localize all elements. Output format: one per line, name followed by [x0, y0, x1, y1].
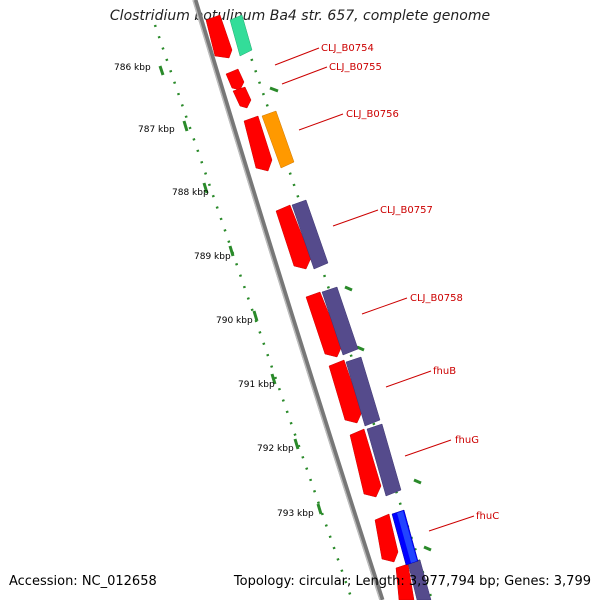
- tick-788: [202, 182, 209, 194]
- kbp-ticks: [158, 65, 432, 552]
- accession-text: Accession: NC_012658: [9, 574, 157, 589]
- tick-793: [316, 503, 323, 515]
- gene-label-fhuC: fhuC: [476, 511, 499, 522]
- cds-red-0754: [205, 14, 233, 59]
- scale-label-790: 790 kbp: [216, 316, 253, 326]
- leader-fhuC: [428, 515, 475, 532]
- gene-label-0754: CLJ_B0754: [321, 43, 374, 54]
- cds-red-fhuB: [328, 359, 363, 424]
- leader-fhuB: [385, 370, 432, 388]
- scale-label-791: 791 kbp: [238, 380, 275, 390]
- scale-label-792: 792 kbp: [257, 444, 294, 454]
- cds-blue-fhuC-shade: [397, 511, 417, 563]
- tick-792: [293, 438, 300, 450]
- map-title: Clostridium botulinum Ba4 str. 657, comp…: [109, 8, 491, 24]
- cds-orange-0756: [261, 110, 295, 169]
- cds-red-0755b: [232, 86, 252, 109]
- tick-787: [182, 120, 189, 132]
- cds-red-fhuC: [374, 513, 399, 563]
- cds-red-fhuG: [349, 428, 382, 498]
- scale-label-786: 786 kbp: [114, 63, 151, 73]
- cds-purple-0757: [291, 199, 329, 270]
- cds-red-tail: [395, 563, 415, 600]
- genome-backbone: [192, 0, 385, 600]
- gene-label-fhuG: fhuG: [455, 435, 479, 446]
- genome-summary-text: Topology: circular; Length: 3,977,794 bp…: [233, 574, 591, 589]
- gene-label-fhuB: fhuB: [433, 366, 456, 377]
- outer-tick-3: [356, 345, 365, 352]
- cds-purple-fhuB: [345, 356, 381, 427]
- cds-red-0755a: [225, 68, 245, 91]
- leader-fhuG: [404, 439, 452, 457]
- scale-label-789: 789 kbp: [194, 252, 231, 262]
- gene-label-0756: CLJ_B0756: [346, 109, 399, 120]
- gene-label-0755: CLJ_B0755: [329, 62, 382, 73]
- leader-0755: [281, 66, 328, 85]
- outer-tick-4: [413, 478, 422, 485]
- outer-tick-5: [423, 545, 432, 552]
- gene-labels: CLJ_B0754 CLJ_B0755 CLJ_B0756 CLJ_B0757 …: [321, 43, 499, 522]
- tick-791: [270, 373, 277, 385]
- leader-0757: [332, 209, 379, 227]
- leader-0754: [274, 47, 320, 66]
- cds-purple-0758: [321, 286, 359, 356]
- tick-789: [228, 245, 235, 257]
- cds-inner-strand: [205, 14, 415, 600]
- outer-tick-2: [344, 285, 353, 292]
- cds-teal-0754: [229, 14, 253, 57]
- leader-0758: [361, 297, 408, 315]
- scale-label-787: 787 kbp: [138, 125, 175, 135]
- cds-red-0757: [275, 204, 312, 270]
- cds-red-0756: [243, 115, 273, 172]
- scale-label-793: 793 kbp: [277, 509, 314, 519]
- inner-tick-track: [153, 24, 354, 600]
- gene-label-0757: CLJ_B0757: [380, 205, 433, 216]
- cds-purple-group: [291, 199, 432, 600]
- label-leaders: [274, 47, 475, 532]
- outer-tick-1: [269, 86, 279, 93]
- tick-790: [252, 310, 259, 322]
- genome-backbone-highlight: [192, 0, 381, 600]
- cds-red-0758: [305, 291, 343, 358]
- gene-label-0758: CLJ_B0758: [410, 293, 463, 304]
- tick-786: [158, 65, 165, 76]
- leader-0756: [298, 113, 344, 131]
- scale-label-788: 788 kbp: [172, 188, 209, 198]
- cds-purple-fhuG: [366, 423, 402, 497]
